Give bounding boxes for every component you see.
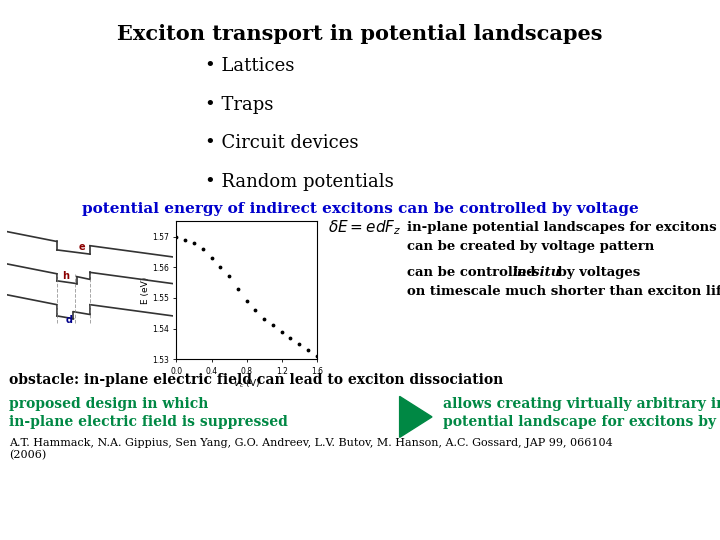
Text: potential landscape for excitons by voltage pattern: potential landscape for excitons by volt… [443,415,720,429]
Text: in-plane electric field is suppressed: in-plane electric field is suppressed [9,415,288,429]
Text: in-plane potential landscapes for excitons: in-plane potential landscapes for excito… [407,221,716,234]
Text: • Random potentials: • Random potentials [205,173,394,191]
Text: proposed design in which: proposed design in which [9,397,209,411]
Text: by voltages: by voltages [553,266,640,279]
Text: can be created by voltage pattern: can be created by voltage pattern [407,240,654,253]
Polygon shape [400,396,432,437]
Text: A.T. Hammack, N.A. Gippius, Sen Yang, G.O. Andreev, L.V. Butov, M. Hanson, A.C. : A.T. Hammack, N.A. Gippius, Sen Yang, G.… [9,438,613,461]
X-axis label: $V_c$ (V): $V_c$ (V) [233,377,260,390]
Text: allows creating virtually arbitrary in-plane: allows creating virtually arbitrary in-p… [443,397,720,411]
Text: • Lattices: • Lattices [205,57,294,75]
Text: can be controlled: can be controlled [407,266,540,279]
Y-axis label: E (eV): E (eV) [142,276,150,304]
Text: e: e [78,242,85,252]
Text: h: h [62,271,69,281]
Text: potential energy of indirect excitons can b​e controlled by voltage: potential energy of indirect excitons ca… [81,202,639,217]
Text: obstacle: in-plane electric field can lead to exciton dissociation: obstacle: in-plane electric field can le… [9,373,503,387]
Text: • Circuit devices: • Circuit devices [205,134,359,152]
Text: on timescale much shorter than exciton lifetime: on timescale much shorter than exciton l… [407,285,720,298]
Text: Exciton transport in potential landscapes: Exciton transport in potential landscape… [117,24,603,44]
Text: d: d [66,315,72,325]
Text: in-situ: in-situ [513,266,561,279]
Text: $\delta E = edF_z$: $\delta E = edF_z$ [328,219,401,238]
Text: • Traps: • Traps [205,96,274,113]
